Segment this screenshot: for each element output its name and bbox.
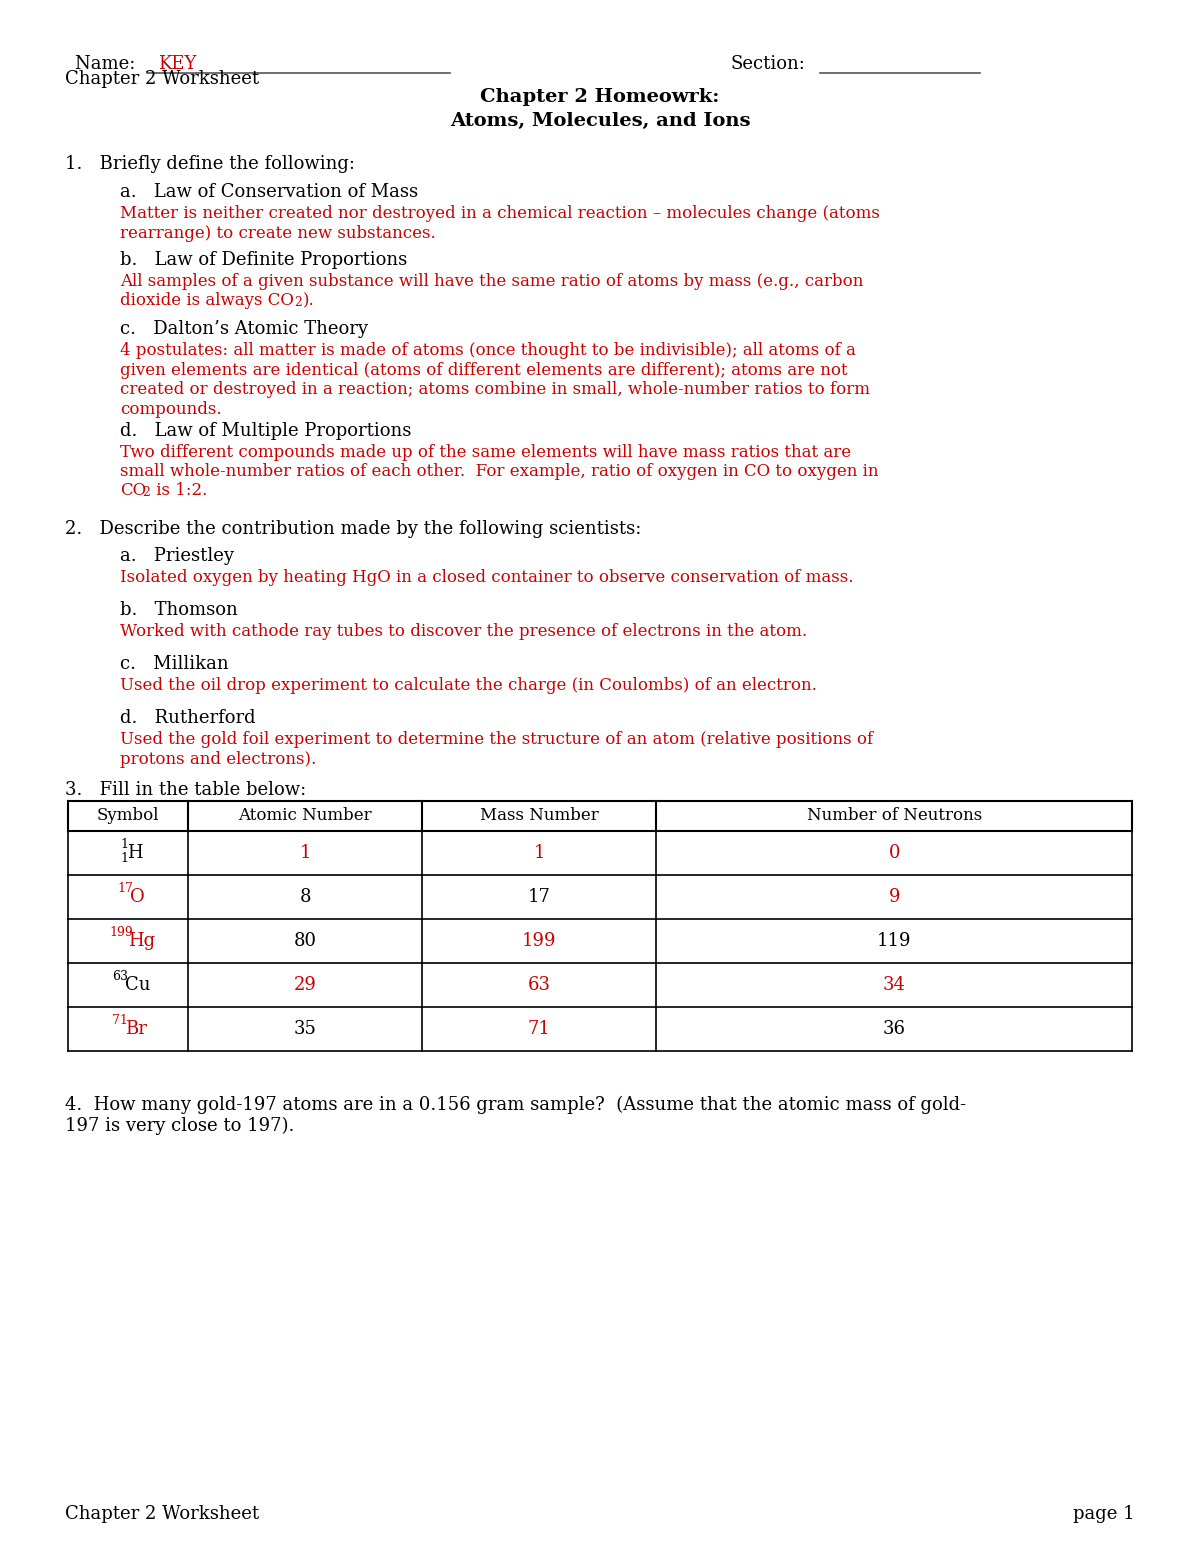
Text: 71: 71	[528, 1020, 551, 1037]
Text: 199: 199	[109, 927, 133, 940]
Text: 17: 17	[528, 888, 551, 905]
Text: Atomic Number: Atomic Number	[239, 808, 372, 825]
Text: 35: 35	[294, 1020, 317, 1037]
Text: 2: 2	[142, 486, 150, 499]
Text: 71: 71	[112, 1014, 128, 1028]
Text: Chapter 2 Worksheet: Chapter 2 Worksheet	[65, 1505, 259, 1523]
Text: b.   Thomson: b. Thomson	[120, 601, 238, 620]
Text: Atoms, Molecules, and Ions: Atoms, Molecules, and Ions	[450, 112, 750, 130]
Text: 63: 63	[112, 971, 128, 983]
Text: 63: 63	[528, 975, 551, 994]
Text: page 1: page 1	[1073, 1505, 1135, 1523]
Text: 3.   Fill in the table below:: 3. Fill in the table below:	[65, 781, 306, 798]
Text: a.   Law of Conservation of Mass: a. Law of Conservation of Mass	[120, 183, 418, 200]
Text: 2: 2	[294, 297, 302, 309]
Text: Matter is neither created nor destroyed in a chemical reaction – molecules chang: Matter is neither created nor destroyed …	[120, 205, 880, 242]
Text: ).: ).	[302, 292, 314, 309]
Text: All samples of a given substance will have the same ratio of atoms by mass (e.g.: All samples of a given substance will ha…	[120, 273, 863, 290]
Text: 9: 9	[888, 888, 900, 905]
Text: d.   Law of Multiple Proportions: d. Law of Multiple Proportions	[120, 422, 412, 439]
Text: Number of Neutrons: Number of Neutrons	[806, 808, 982, 825]
Text: KEY: KEY	[158, 54, 197, 73]
Text: 34: 34	[883, 975, 906, 994]
Text: is 1:2.: is 1:2.	[151, 481, 208, 499]
Text: Worked with cathode ray tubes to discover the presence of electrons in the atom.: Worked with cathode ray tubes to discove…	[120, 623, 808, 640]
Text: 1.   Briefly define the following:: 1. Briefly define the following:	[65, 155, 355, 172]
Text: dioxide is always CO: dioxide is always CO	[120, 292, 294, 309]
Text: Two different compounds made up of the same elements will have mass ratios that : Two different compounds made up of the s…	[120, 444, 851, 461]
Text: 119: 119	[877, 932, 912, 950]
Text: small whole-number ratios of each other.  For example, ratio of oxygen in CO to : small whole-number ratios of each other.…	[120, 463, 878, 480]
Text: d.   Rutherford: d. Rutherford	[120, 710, 256, 727]
Text: Cu: Cu	[125, 975, 151, 994]
Text: 199: 199	[522, 932, 557, 950]
Text: Hg: Hg	[128, 932, 155, 950]
Text: Symbol: Symbol	[97, 808, 160, 825]
Text: Isolated oxygen by heating HgO in a closed container to observe conservation of : Isolated oxygen by heating HgO in a clos…	[120, 568, 853, 585]
Text: 0: 0	[888, 843, 900, 862]
Text: Used the oil drop experiment to calculate the charge (in Coulombs) of an electro: Used the oil drop experiment to calculat…	[120, 677, 817, 694]
Text: c.   Dalton’s Atomic Theory: c. Dalton’s Atomic Theory	[120, 320, 368, 339]
Text: Chapter 2 Worksheet: Chapter 2 Worksheet	[65, 70, 259, 89]
Text: 1: 1	[120, 851, 128, 865]
Text: 29: 29	[294, 975, 317, 994]
Text: Chapter 2 Homeowrk:: Chapter 2 Homeowrk:	[480, 89, 720, 106]
Text: 80: 80	[294, 932, 317, 950]
Text: Mass Number: Mass Number	[480, 808, 599, 825]
Text: Name:: Name:	[74, 54, 152, 73]
Text: Br: Br	[125, 1020, 146, 1037]
Text: CO: CO	[120, 481, 146, 499]
Text: 4 postulates: all matter is made of atoms (once thought to be indivisible); all : 4 postulates: all matter is made of atom…	[120, 342, 870, 418]
Text: 4.  How many gold-197 atoms are in a 0.156 gram sample?  (Assume that the atomic: 4. How many gold-197 atoms are in a 0.15…	[65, 1096, 966, 1135]
Text: 1: 1	[534, 843, 545, 862]
Text: 1: 1	[120, 839, 128, 851]
Text: Used the gold foil experiment to determine the structure of an atom (relative po: Used the gold foil experiment to determi…	[120, 731, 874, 767]
Text: 8: 8	[300, 888, 311, 905]
Text: O: O	[130, 888, 145, 905]
Text: Section:: Section:	[730, 54, 805, 73]
Text: a.   Priestley: a. Priestley	[120, 547, 234, 565]
Text: H: H	[127, 843, 143, 862]
Text: 36: 36	[883, 1020, 906, 1037]
Text: b.   Law of Definite Proportions: b. Law of Definite Proportions	[120, 252, 407, 269]
Text: 1: 1	[300, 843, 311, 862]
Text: 17: 17	[118, 882, 133, 896]
Text: c.   Millikan: c. Millikan	[120, 655, 229, 672]
Text: 2.   Describe the contribution made by the following scientists:: 2. Describe the contribution made by the…	[65, 520, 641, 537]
